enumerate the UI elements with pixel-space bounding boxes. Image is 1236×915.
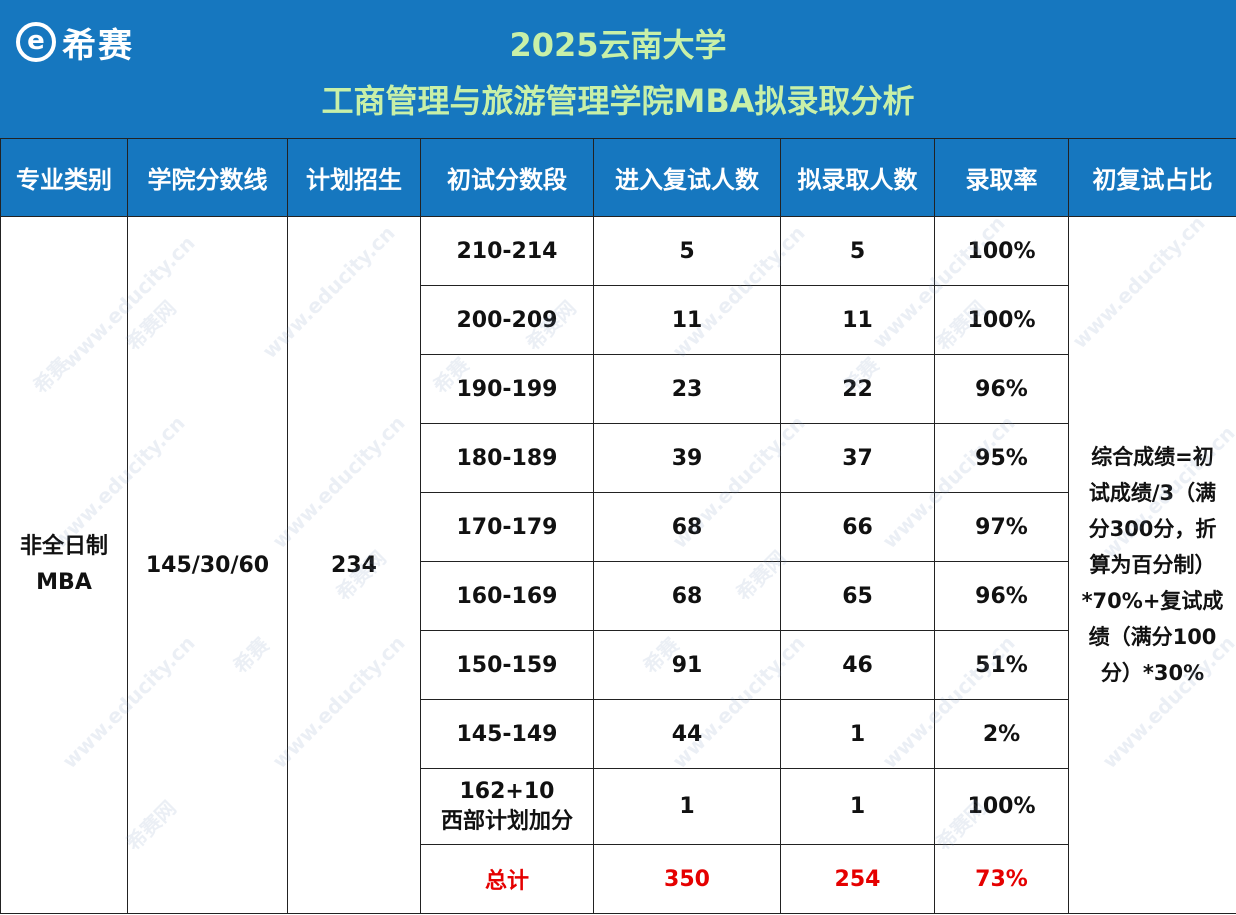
- retest-count-cell: 44: [593, 699, 781, 769]
- admit-rate-cell: 100%: [934, 285, 1069, 355]
- col-header-plan: 计划招生: [287, 138, 421, 217]
- score-range-cell: 170-179: [420, 492, 594, 562]
- note-line: 算为百分制）: [1089, 553, 1216, 577]
- note-line: 绩（满分100: [1088, 625, 1217, 649]
- range-line: 西部计划加分: [440, 808, 573, 834]
- score-range-cell: 190-199: [420, 354, 594, 424]
- admit-count-cell: 1: [780, 699, 935, 769]
- admit-count-cell: 1: [780, 768, 935, 845]
- admit-rate-cell: 100%: [934, 768, 1069, 845]
- table-row: 非全日制 MBA 145/30/60 234 210-214 5 5 100% …: [0, 216, 1236, 914]
- logo-circle-icon: e: [16, 22, 56, 62]
- col-header-score-ratio: 初复试占比: [1068, 138, 1236, 217]
- admit-rate-cell: 96%: [934, 561, 1069, 631]
- category-line: 非全日制: [19, 534, 108, 559]
- header-banner: e 希赛 2025云南大学 工商管理与旅游管理学院MBA拟录取分析: [0, 0, 1236, 138]
- total-label: 总计: [420, 844, 594, 914]
- table-row: 190-199 23 22 96%: [1, 354, 1236, 424]
- score-range-cell: 145-149: [420, 699, 594, 769]
- logo-text: 希赛: [62, 25, 134, 66]
- col-header-admit-rate: 录取率: [934, 138, 1069, 217]
- retest-count-cell: 23: [593, 354, 781, 424]
- col-header-score-range: 初试分数段: [420, 138, 594, 217]
- table-row: 200-209 11 11 100%: [1, 285, 1236, 355]
- score-range-cell: 210-214: [420, 216, 594, 286]
- total-admit-rate: 73%: [934, 844, 1069, 914]
- total-row: 总计 350 254 73%: [1, 844, 1236, 914]
- score-range-cell: 150-159: [420, 630, 594, 700]
- total-retest-count: 350: [593, 844, 781, 914]
- col-header-category: 专业类别: [0, 138, 128, 217]
- table-row: 180-189 39 37 95%: [1, 423, 1236, 493]
- note-line: 试成绩/3（满: [1088, 481, 1217, 505]
- admit-count-cell: 65: [780, 561, 935, 631]
- admit-rate-cell: 97%: [934, 492, 1069, 562]
- table-row: 150-159 91 46 51%: [1, 630, 1236, 700]
- score-range-cell-special: 162+10 西部计划加分: [420, 768, 594, 845]
- admit-rate-cell: 100%: [934, 216, 1069, 286]
- total-admit-count: 254: [780, 844, 935, 914]
- col-header-retest-count: 进入复试人数: [593, 138, 781, 217]
- admission-table: 专业类别 学院分数线 计划招生 初试分数段 进入复试人数 拟录取人数 录取率 初…: [0, 138, 1236, 914]
- retest-count-cell: 68: [593, 492, 781, 562]
- retest-count-cell: 39: [593, 423, 781, 493]
- table-row-special: 162+10 西部计划加分 1 1 100%: [1, 768, 1236, 845]
- note-line: *70%+复试成: [1081, 589, 1224, 613]
- note-line: 分）*30%: [1100, 661, 1205, 685]
- header-row: 专业类别 学院分数线 计划招生 初试分数段 进入复试人数 拟录取人数 录取率 初…: [0, 138, 1236, 217]
- admit-count-cell: 5: [780, 216, 935, 286]
- col-header-cutoff: 学院分数线: [127, 138, 288, 217]
- note-line: 综合成绩=初: [1091, 445, 1214, 469]
- logo-glyph: e: [27, 26, 45, 56]
- admit-count-cell: 37: [780, 423, 935, 493]
- admit-rate-cell: 2%: [934, 699, 1069, 769]
- note-line: 分300分，折: [1088, 517, 1217, 541]
- retest-count-cell: 1: [593, 768, 781, 845]
- retest-count-cell: 5: [593, 216, 781, 286]
- admit-rate-cell: 95%: [934, 423, 1069, 493]
- col-header-admit-count: 拟录取人数: [780, 138, 935, 217]
- admit-rate-cell: 51%: [934, 630, 1069, 700]
- score-ratio-note: 综合成绩=初 试成绩/3（满 分300分，折 算为百分制） *70%+复试成 绩…: [1068, 216, 1236, 914]
- range-line: 162+10: [459, 778, 555, 804]
- score-range-cell: 200-209: [420, 285, 594, 355]
- admit-count-cell: 66: [780, 492, 935, 562]
- category-cell: 非全日制 MBA: [0, 216, 128, 914]
- admit-rate-cell: 96%: [934, 354, 1069, 424]
- table-row: 160-169 68 65 96%: [1, 561, 1236, 631]
- admit-count-cell: 46: [780, 630, 935, 700]
- retest-count-cell: 68: [593, 561, 781, 631]
- admit-count-cell: 11: [780, 285, 935, 355]
- brand-logo[interactable]: e 希赛: [16, 20, 134, 66]
- admit-count-cell: 22: [780, 354, 935, 424]
- score-range-cell: 180-189: [420, 423, 594, 493]
- plan-cell: 234: [287, 216, 421, 914]
- score-range-cell: 160-169: [420, 561, 594, 631]
- page-title-line2: 工商管理与旅游管理学院MBA拟录取分析: [321, 82, 915, 120]
- cutoff-cell: 145/30/60: [127, 216, 288, 914]
- category-line: MBA: [36, 570, 92, 595]
- page-title-line1: 2025云南大学: [509, 26, 727, 64]
- retest-count-cell: 91: [593, 630, 781, 700]
- retest-count-cell: 11: [593, 285, 781, 355]
